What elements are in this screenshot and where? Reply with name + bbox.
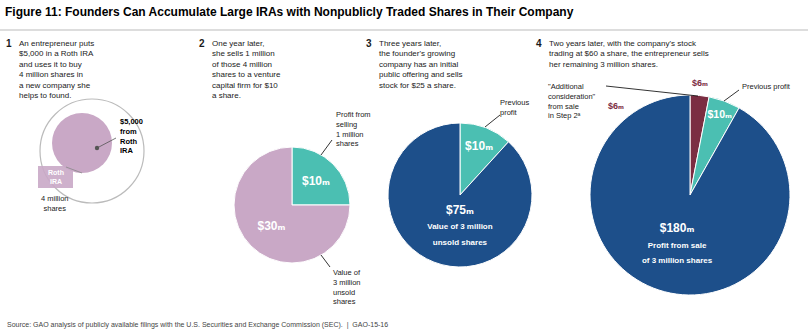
- svg-text:RothIRA: RothIRA: [48, 169, 64, 185]
- svg-text:$180ₘProfit from saleof 3 mill: $180ₘProfit from saleof 3 million shares: [642, 221, 713, 265]
- svg-text:Figure 11: Founders Can Accumu: Figure 11: Founders Can Accumulate Large…: [5, 5, 574, 19]
- svg-text:$10ₘ: $10ₘ: [465, 139, 493, 153]
- svg-text:4 millionshares: 4 millionshares: [41, 194, 69, 213]
- svg-text:Profit fromselling1 millionsha: Profit fromselling1 millionshares: [336, 110, 371, 148]
- svg-text:Previousprofit: Previousprofit: [500, 98, 529, 117]
- svg-text:$30ₘ: $30ₘ: [257, 219, 285, 233]
- svg-text:$6ₘ: $6ₘ: [608, 101, 624, 111]
- svg-text:$10ₘ: $10ₘ: [707, 108, 732, 120]
- svg-text:$6ₘ: $6ₘ: [692, 78, 708, 88]
- svg-text:$5,000fromRothIRA: $5,000fromRothIRA: [120, 117, 143, 155]
- svg-text:"Additionalconsideration"from: "Additionalconsideration"from salein Ste…: [548, 82, 596, 120]
- svg-text:3: 3: [366, 38, 372, 49]
- svg-text:One year later,she sells 1 mil: One year later,she sells 1 millionof tho…: [212, 39, 281, 100]
- svg-text:$75ₘValue of 3 millionunsold s: $75ₘValue of 3 millionunsold shares: [427, 203, 492, 247]
- svg-text:Previous profit: Previous profit: [742, 82, 791, 91]
- svg-text:4: 4: [536, 38, 542, 49]
- svg-text:An entrepreneur puts$5,000 in: An entrepreneur puts$5,000 in a Roth IRA…: [19, 39, 94, 100]
- svg-text:Two years later, with the comp: Two years later, with the company's stoc…: [549, 39, 709, 69]
- svg-text:Source: GAO analysis of public: Source: GAO analysis of publicly availab…: [7, 321, 388, 329]
- svg-text:1: 1: [6, 38, 12, 49]
- svg-text:Three years later,the founder': Three years later,the founder's growingc…: [379, 39, 462, 90]
- svg-text:$10ₘ: $10ₘ: [302, 174, 330, 188]
- svg-text:2: 2: [199, 38, 205, 49]
- svg-text:Value of3 millionunsoldshares: Value of3 millionunsoldshares: [333, 268, 361, 306]
